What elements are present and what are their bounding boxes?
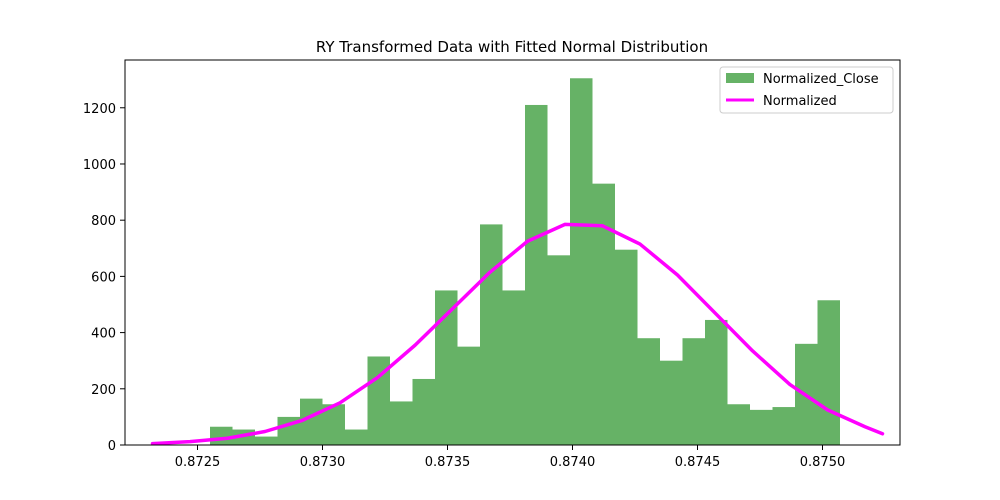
chart-title: RY Transformed Data with Fitted Normal D… bbox=[316, 38, 708, 56]
legend-label-curve: Normalized bbox=[763, 94, 837, 109]
histogram-bar bbox=[525, 104, 548, 446]
histogram-bar bbox=[480, 224, 503, 445]
x-tick-label: 0.8725 bbox=[175, 455, 221, 470]
histogram-bar bbox=[547, 255, 570, 445]
histogram-bar bbox=[637, 338, 660, 445]
histogram-bar bbox=[570, 78, 593, 446]
histogram-bar bbox=[210, 426, 233, 445]
histogram-bar bbox=[390, 401, 413, 445]
histogram-bar bbox=[435, 290, 458, 445]
fitted-normal-curve bbox=[150, 222, 885, 446]
histogram-bar bbox=[502, 290, 525, 445]
y-tick-label: 200 bbox=[91, 383, 116, 398]
histogram-bar bbox=[322, 404, 345, 445]
y-tick-label: 1000 bbox=[83, 158, 116, 173]
histogram-bar bbox=[592, 183, 615, 445]
histogram-bar bbox=[615, 249, 638, 445]
x-tick-label: 0.8740 bbox=[550, 455, 596, 470]
histogram-bar bbox=[817, 300, 840, 445]
y-tick-label: 400 bbox=[91, 327, 116, 342]
x-tick-label: 0.8745 bbox=[675, 455, 721, 470]
y-tick-label: 800 bbox=[91, 214, 116, 229]
fitted-curve-layer bbox=[150, 222, 885, 446]
legend-label-histogram: Normalized_Close bbox=[763, 72, 879, 87]
y-axis: 0 200 400 600 800 1000 1200 bbox=[83, 102, 125, 454]
y-tick-label: 0 bbox=[108, 439, 116, 454]
legend-swatch-histogram bbox=[726, 73, 754, 83]
histogram-bar bbox=[255, 436, 278, 445]
plot-area-frame bbox=[124, 59, 901, 446]
x-tick-label: 0.8750 bbox=[800, 455, 846, 470]
histogram-bar bbox=[705, 319, 728, 445]
y-tick-label: 1200 bbox=[83, 102, 116, 117]
histogram-bar bbox=[727, 404, 750, 445]
x-axis: 0.8725 0.8730 0.8735 0.8740 0.8745 0.8750 bbox=[175, 445, 846, 470]
legend-box bbox=[719, 66, 894, 114]
x-tick-label: 0.8730 bbox=[300, 455, 346, 470]
histogram-bar bbox=[772, 407, 795, 445]
histogram-bar bbox=[682, 338, 705, 445]
histogram-bar bbox=[345, 429, 368, 445]
x-tick-label: 0.8735 bbox=[425, 455, 471, 470]
histogram-bar bbox=[412, 378, 435, 445]
histogram-bar bbox=[660, 360, 683, 445]
y-tick-label: 600 bbox=[91, 270, 116, 285]
histogram-bars bbox=[210, 78, 840, 446]
histogram-bar bbox=[457, 346, 480, 445]
histogram-bar bbox=[300, 398, 323, 445]
legend: Normalized_Close Normalized bbox=[719, 66, 894, 114]
histogram-bar bbox=[750, 409, 773, 445]
